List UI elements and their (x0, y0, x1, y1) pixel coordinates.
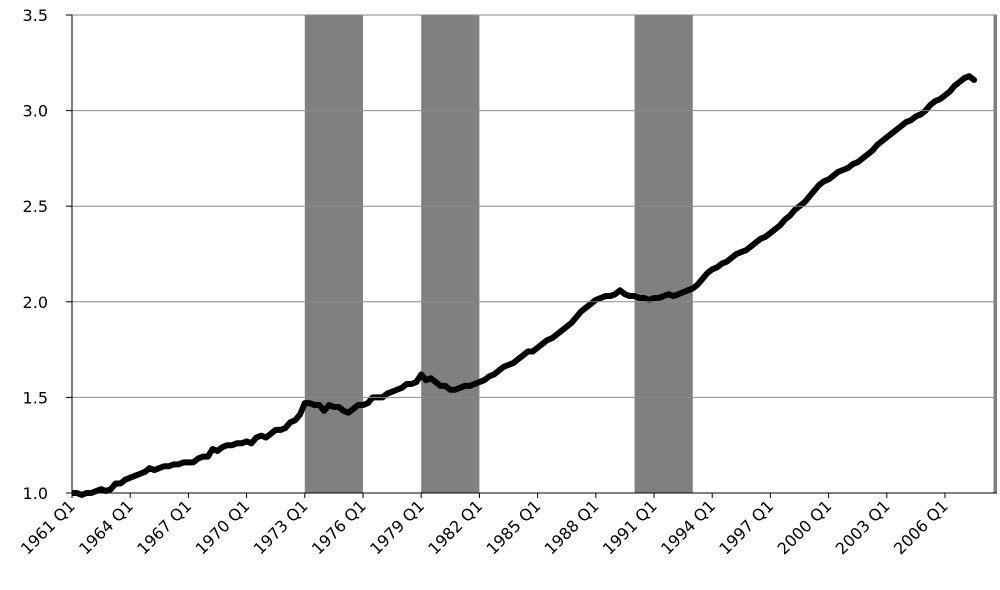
x-tick-label: 2000 Q1 (774, 496, 836, 558)
shaded-period (304, 15, 363, 493)
x-tick-label: 2003 Q1 (832, 496, 894, 558)
x-tick-label: 1991 Q1 (599, 496, 661, 558)
y-tick-label: 3.0 (23, 102, 48, 121)
shaded-period (993, 15, 997, 493)
x-tick-label: 1985 Q1 (483, 496, 545, 558)
x-tick-label: 1970 Q1 (192, 496, 254, 558)
x-tick-label: 1997 Q1 (715, 496, 777, 558)
shaded-period (421, 15, 480, 493)
plot-area (72, 15, 997, 498)
y-tick-label: 1.5 (23, 388, 48, 407)
x-tick-label: 1979 Q1 (366, 496, 428, 558)
x-tick-label: 1973 Q1 (250, 496, 312, 558)
x-tick-label: 1976 Q1 (308, 496, 370, 558)
y-tick-label: 2.5 (23, 197, 48, 216)
data-line (72, 73, 978, 498)
y-tick-label: 1.0 (23, 484, 48, 503)
y-tick-label: 3.5 (23, 6, 48, 25)
x-tick-label: 1967 Q1 (133, 496, 195, 558)
shaded-period (634, 15, 693, 493)
x-tick-label: 1964 Q1 (75, 496, 137, 558)
x-tick-label: 1994 Q1 (657, 496, 719, 558)
x-tick-label: 1982 Q1 (424, 496, 486, 558)
x-tick-label: 1961 Q1 (17, 496, 79, 558)
y-tick-label: 2.0 (23, 293, 48, 312)
x-tick-label: 2006 Q1 (890, 496, 952, 558)
x-tick-label: 1988 Q1 (541, 496, 603, 558)
